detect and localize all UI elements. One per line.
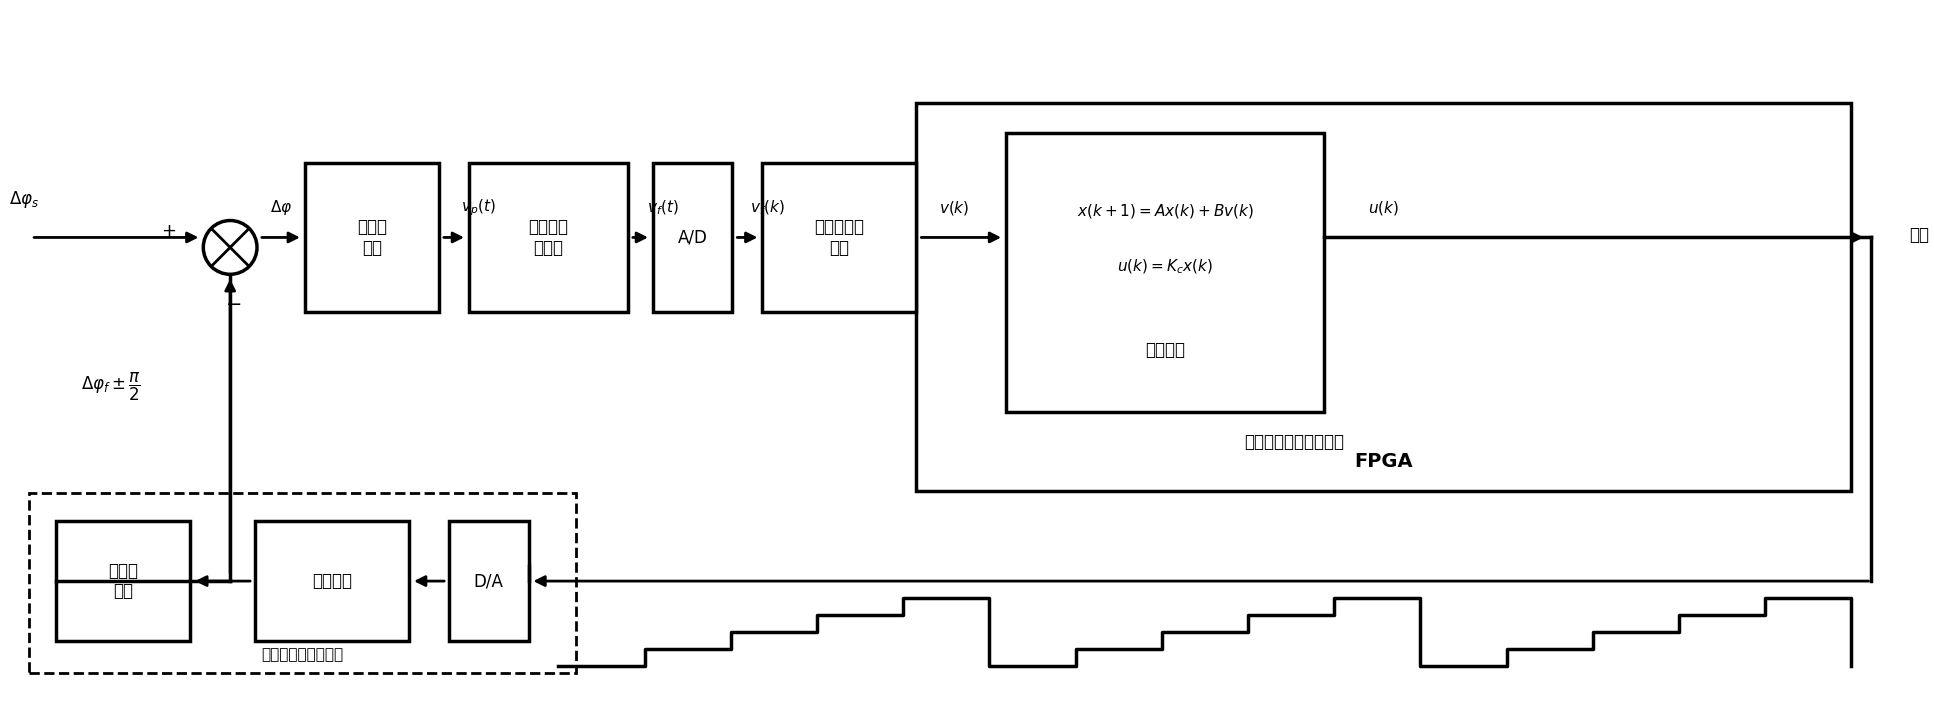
Bar [29, 494, 576, 673]
Bar [1006, 133, 1325, 412]
Text: $x(k+1) = Ax(k) + Bv(k)$: $x(k+1) = Ax(k) + Bv(k)$ [1077, 202, 1253, 220]
Bar [449, 522, 528, 641]
Bar [255, 522, 410, 641]
Bar [762, 163, 917, 312]
Text: $u(k) = K_c x(k)$: $u(k) = K_c x(k)$ [1118, 258, 1213, 276]
Bar [917, 103, 1851, 491]
Text: $v_f(k)$: $v_f(k)$ [750, 199, 785, 217]
Text: $\Delta\varphi_f \pm \dfrac{\pi}{2}$: $\Delta\varphi_f \pm \dfrac{\pi}{2}$ [81, 371, 141, 403]
Text: $u(k)$: $u(k)$ [1369, 199, 1400, 217]
Text: $\Delta\varphi_s$: $\Delta\varphi_s$ [10, 189, 39, 210]
Text: 输出: 输出 [1909, 227, 1928, 244]
Bar [654, 163, 733, 312]
Bar [306, 163, 439, 312]
Text: $v(k)$: $v(k)$ [940, 199, 969, 217]
Text: 调制及反馈执行单元: 调制及反馈执行单元 [261, 647, 344, 662]
Text: $-$: $-$ [224, 293, 242, 312]
Text: 数字低通滤
波器: 数字低通滤 波器 [814, 218, 864, 257]
Text: 相位调
制器: 相位调 制器 [108, 562, 137, 600]
Text: FPGA: FPGA [1354, 452, 1414, 471]
Text: 驱动电路: 驱动电路 [311, 572, 352, 590]
Text: $v_p(t)$: $v_p(t)$ [462, 197, 497, 218]
Text: A/D: A/D [677, 228, 708, 246]
Text: 方波调制及阶梯波反馈: 方波调制及阶梯波反馈 [1244, 432, 1344, 451]
Text: 窄带带通
滤波器: 窄带带通 滤波器 [528, 218, 569, 257]
Text: $v_f(t)$: $v_f(t)$ [648, 199, 679, 217]
Text: D/A: D/A [474, 572, 503, 590]
Circle shape [203, 220, 257, 274]
Text: $+$: $+$ [161, 223, 176, 240]
Text: 光电探
测器: 光电探 测器 [358, 218, 387, 257]
Text: $\Delta\varphi$: $\Delta\varphi$ [269, 198, 292, 217]
Bar [468, 163, 629, 312]
Text: 控制单元: 控制单元 [1145, 341, 1186, 359]
Bar [56, 522, 190, 641]
